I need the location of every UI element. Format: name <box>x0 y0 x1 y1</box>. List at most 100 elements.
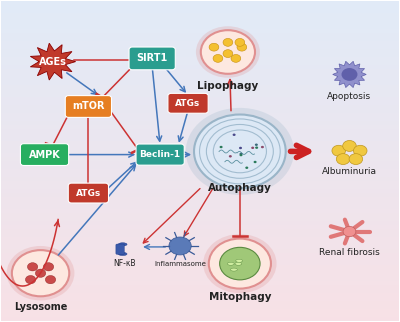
Bar <box>1 257 399 261</box>
Text: Renal fibrosis: Renal fibrosis <box>319 248 380 257</box>
Bar <box>1 29 399 33</box>
Bar <box>1 25 399 29</box>
Text: AMPK: AMPK <box>29 150 60 160</box>
Bar <box>1 253 399 257</box>
Bar <box>1 109 399 113</box>
Circle shape <box>343 140 356 151</box>
Bar <box>1 225 399 229</box>
Bar <box>1 169 399 173</box>
Circle shape <box>336 154 350 165</box>
Bar <box>1 81 399 85</box>
Bar <box>1 241 399 245</box>
Bar <box>1 37 399 41</box>
Circle shape <box>45 275 56 284</box>
Bar <box>1 249 399 253</box>
Bar <box>1 121 399 125</box>
Bar <box>1 213 399 217</box>
Circle shape <box>12 250 69 296</box>
Circle shape <box>194 115 286 188</box>
Bar <box>1 149 399 153</box>
Text: Lipophagy: Lipophagy <box>197 81 258 91</box>
Polygon shape <box>30 43 76 80</box>
Bar <box>1 261 399 265</box>
Bar <box>1 305 399 309</box>
Bar <box>1 65 399 69</box>
Circle shape <box>169 237 191 255</box>
Text: ATGs: ATGs <box>76 189 101 198</box>
Bar <box>1 137 399 141</box>
Circle shape <box>7 246 74 300</box>
Bar <box>1 301 399 305</box>
Bar <box>1 181 399 185</box>
Bar <box>1 69 399 73</box>
Bar <box>1 193 399 197</box>
Bar <box>1 201 399 205</box>
Circle shape <box>240 153 242 155</box>
Circle shape <box>349 154 363 165</box>
Bar <box>1 293 399 297</box>
Circle shape <box>220 247 260 280</box>
Circle shape <box>237 43 247 51</box>
Circle shape <box>35 269 46 277</box>
Bar <box>1 205 399 209</box>
FancyBboxPatch shape <box>168 93 208 113</box>
Bar <box>1 317 399 321</box>
Bar <box>1 297 399 301</box>
Bar <box>1 125 399 129</box>
Bar <box>1 233 399 237</box>
Ellipse shape <box>118 243 127 246</box>
Bar <box>1 105 399 109</box>
FancyBboxPatch shape <box>20 144 69 166</box>
Bar <box>1 141 399 145</box>
Text: NF-κB: NF-κB <box>113 260 136 269</box>
Circle shape <box>43 263 54 271</box>
Bar <box>1 281 399 285</box>
Bar <box>1 313 399 317</box>
Bar <box>1 5 399 9</box>
Circle shape <box>201 30 255 74</box>
Circle shape <box>332 145 346 156</box>
Text: Lysosome: Lysosome <box>14 302 67 312</box>
Bar <box>1 57 399 61</box>
Bar <box>1 277 399 281</box>
Text: AGEs: AGEs <box>38 57 66 67</box>
Circle shape <box>261 146 264 148</box>
Circle shape <box>240 154 242 156</box>
Bar <box>1 45 399 49</box>
Bar <box>1 73 399 77</box>
Circle shape <box>255 147 258 149</box>
Text: Apoptosis: Apoptosis <box>328 92 372 101</box>
Circle shape <box>251 147 254 149</box>
Circle shape <box>231 54 241 62</box>
Bar <box>1 197 399 201</box>
Text: Beclin-1: Beclin-1 <box>140 150 181 159</box>
Bar <box>1 161 399 165</box>
Text: Mitophagy: Mitophagy <box>209 292 271 302</box>
Bar <box>1 89 399 93</box>
Bar <box>1 245 399 249</box>
Circle shape <box>213 54 223 62</box>
Circle shape <box>209 239 271 289</box>
Bar <box>1 185 399 189</box>
Ellipse shape <box>230 268 237 271</box>
Circle shape <box>203 234 276 293</box>
FancyBboxPatch shape <box>65 96 112 118</box>
Bar <box>1 221 399 225</box>
Circle shape <box>186 108 294 195</box>
Bar <box>1 93 399 97</box>
Circle shape <box>223 38 233 46</box>
Bar <box>1 229 399 233</box>
Ellipse shape <box>236 259 242 262</box>
Circle shape <box>342 68 358 81</box>
Ellipse shape <box>235 262 242 265</box>
Circle shape <box>245 166 248 169</box>
Bar <box>1 309 399 313</box>
Bar <box>1 41 399 45</box>
FancyBboxPatch shape <box>129 47 175 70</box>
Bar <box>1 17 399 21</box>
Bar <box>1 53 399 57</box>
FancyBboxPatch shape <box>68 183 108 203</box>
Circle shape <box>28 263 38 271</box>
Ellipse shape <box>118 252 127 256</box>
Bar <box>1 217 399 221</box>
